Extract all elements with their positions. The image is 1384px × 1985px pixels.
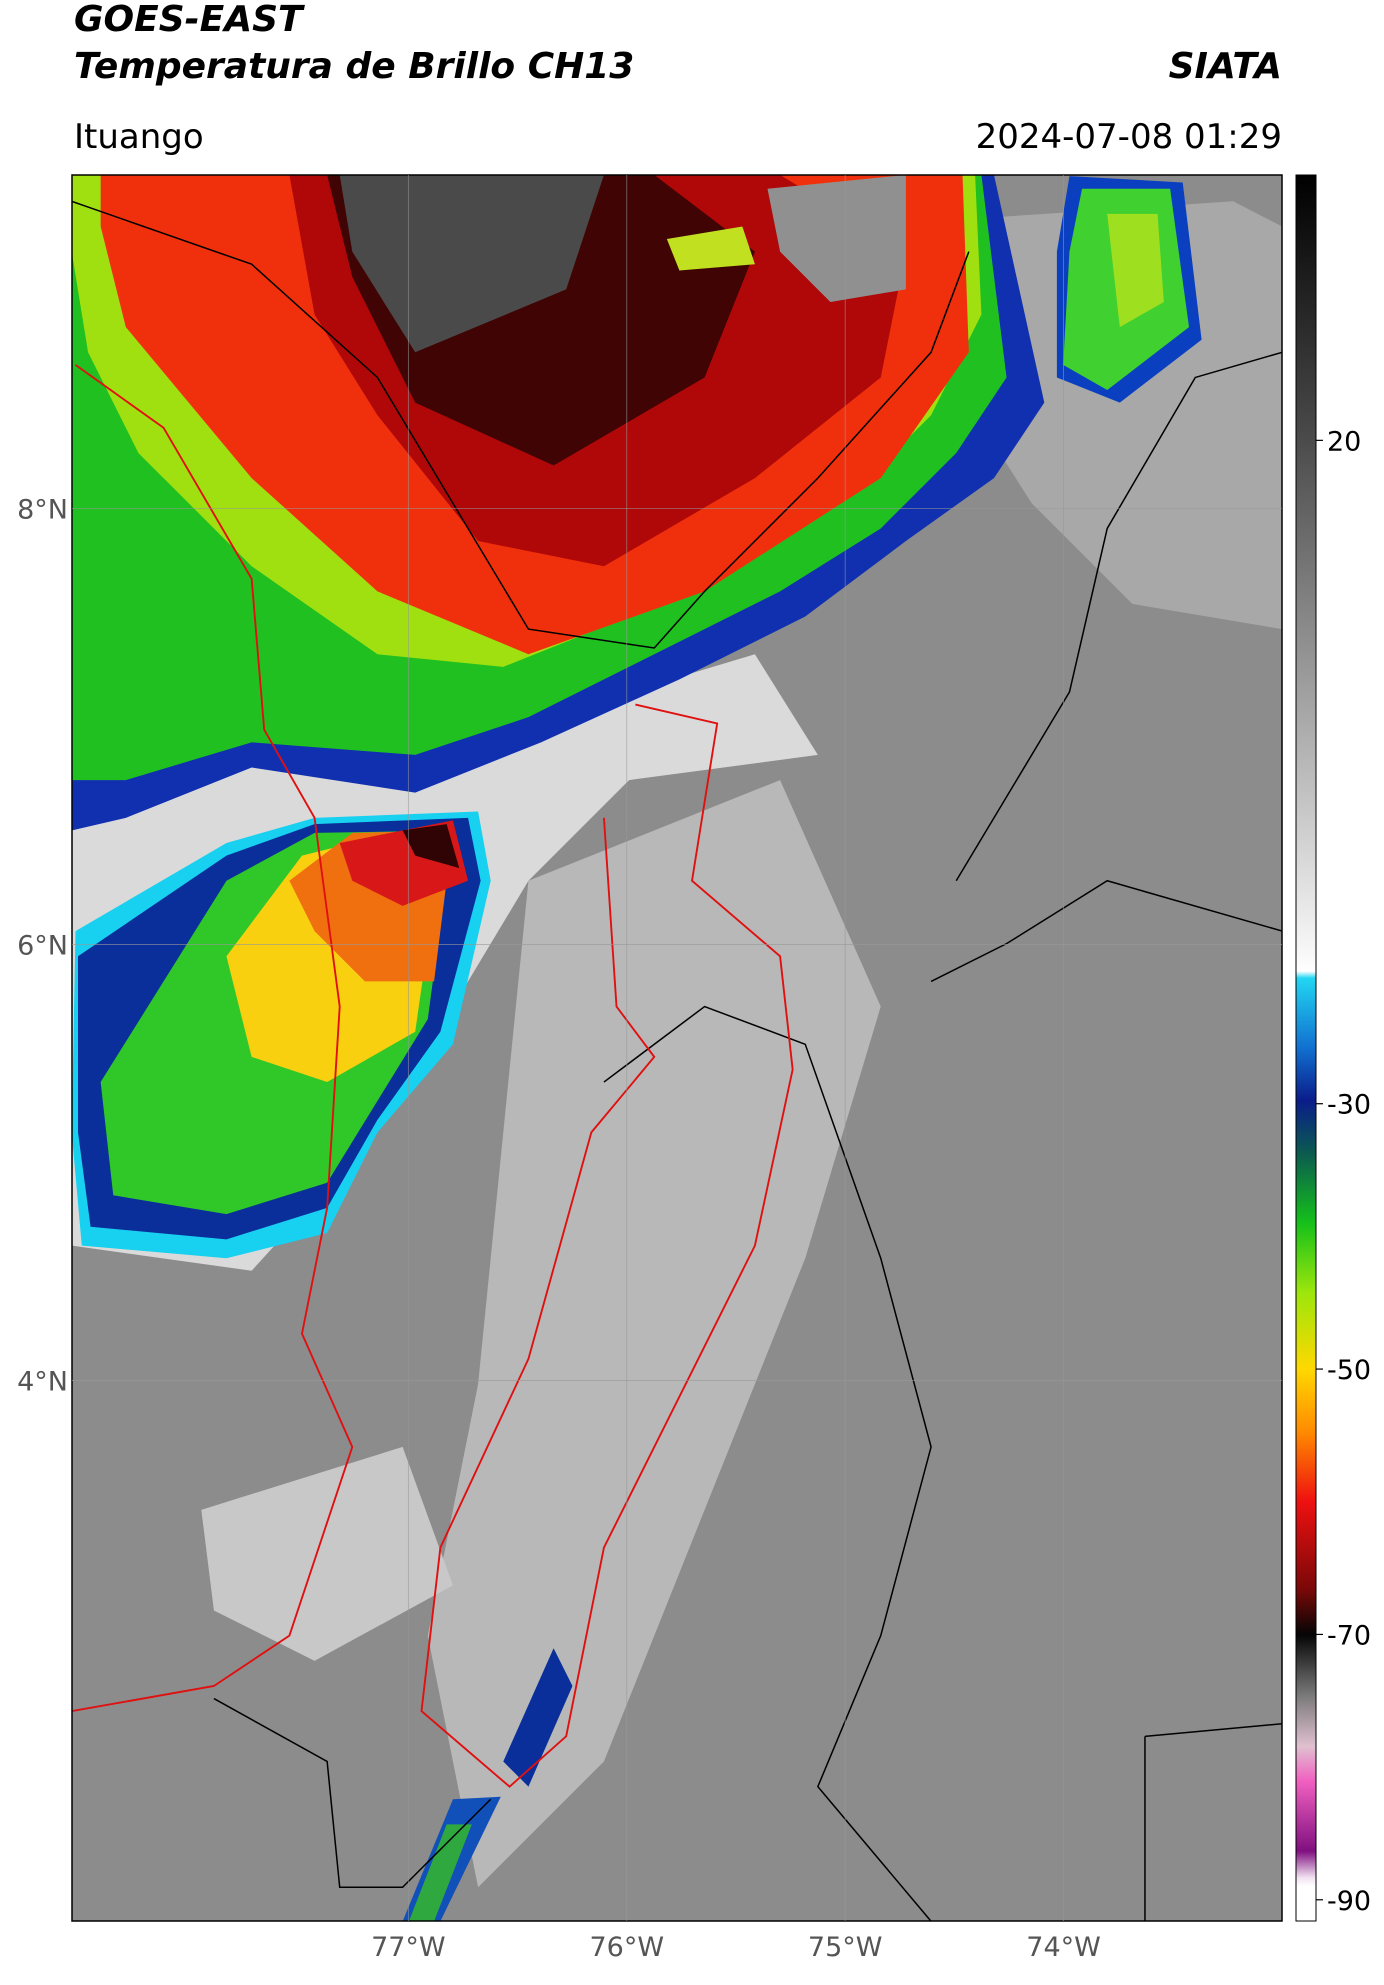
- x-tick-label: 76°W: [589, 1932, 664, 1963]
- x-tick-label: 77°W: [371, 1932, 446, 1963]
- location: Ituango: [74, 117, 204, 157]
- title: GOES-EAST: [74, 0, 305, 40]
- x-tick-label: 75°W: [808, 1932, 883, 1963]
- colorbar-tick-label: -70: [1327, 1620, 1371, 1651]
- colorbar-tick-label: -50: [1327, 1355, 1371, 1386]
- timestamp: 2024-07-08 01:29: [976, 117, 1282, 157]
- colorbar-tick-label: -90: [1327, 1886, 1371, 1917]
- x-tick-label: 74°W: [1026, 1932, 1101, 1963]
- subtitle: Temperatura de Brillo CH13: [74, 46, 634, 87]
- y-tick-label: 4°N: [17, 1366, 68, 1397]
- map-frame: [71, 174, 1283, 1922]
- map-image: [72, 175, 1282, 1921]
- y-tick-label: 8°N: [17, 495, 68, 526]
- brand: SIATA: [1169, 46, 1282, 87]
- colorbar-tick-label: -30: [1327, 1090, 1371, 1121]
- colorbar: [1295, 174, 1317, 1922]
- y-tick-label: 6°N: [17, 930, 68, 961]
- colorbar-tick-label: 20: [1327, 426, 1361, 457]
